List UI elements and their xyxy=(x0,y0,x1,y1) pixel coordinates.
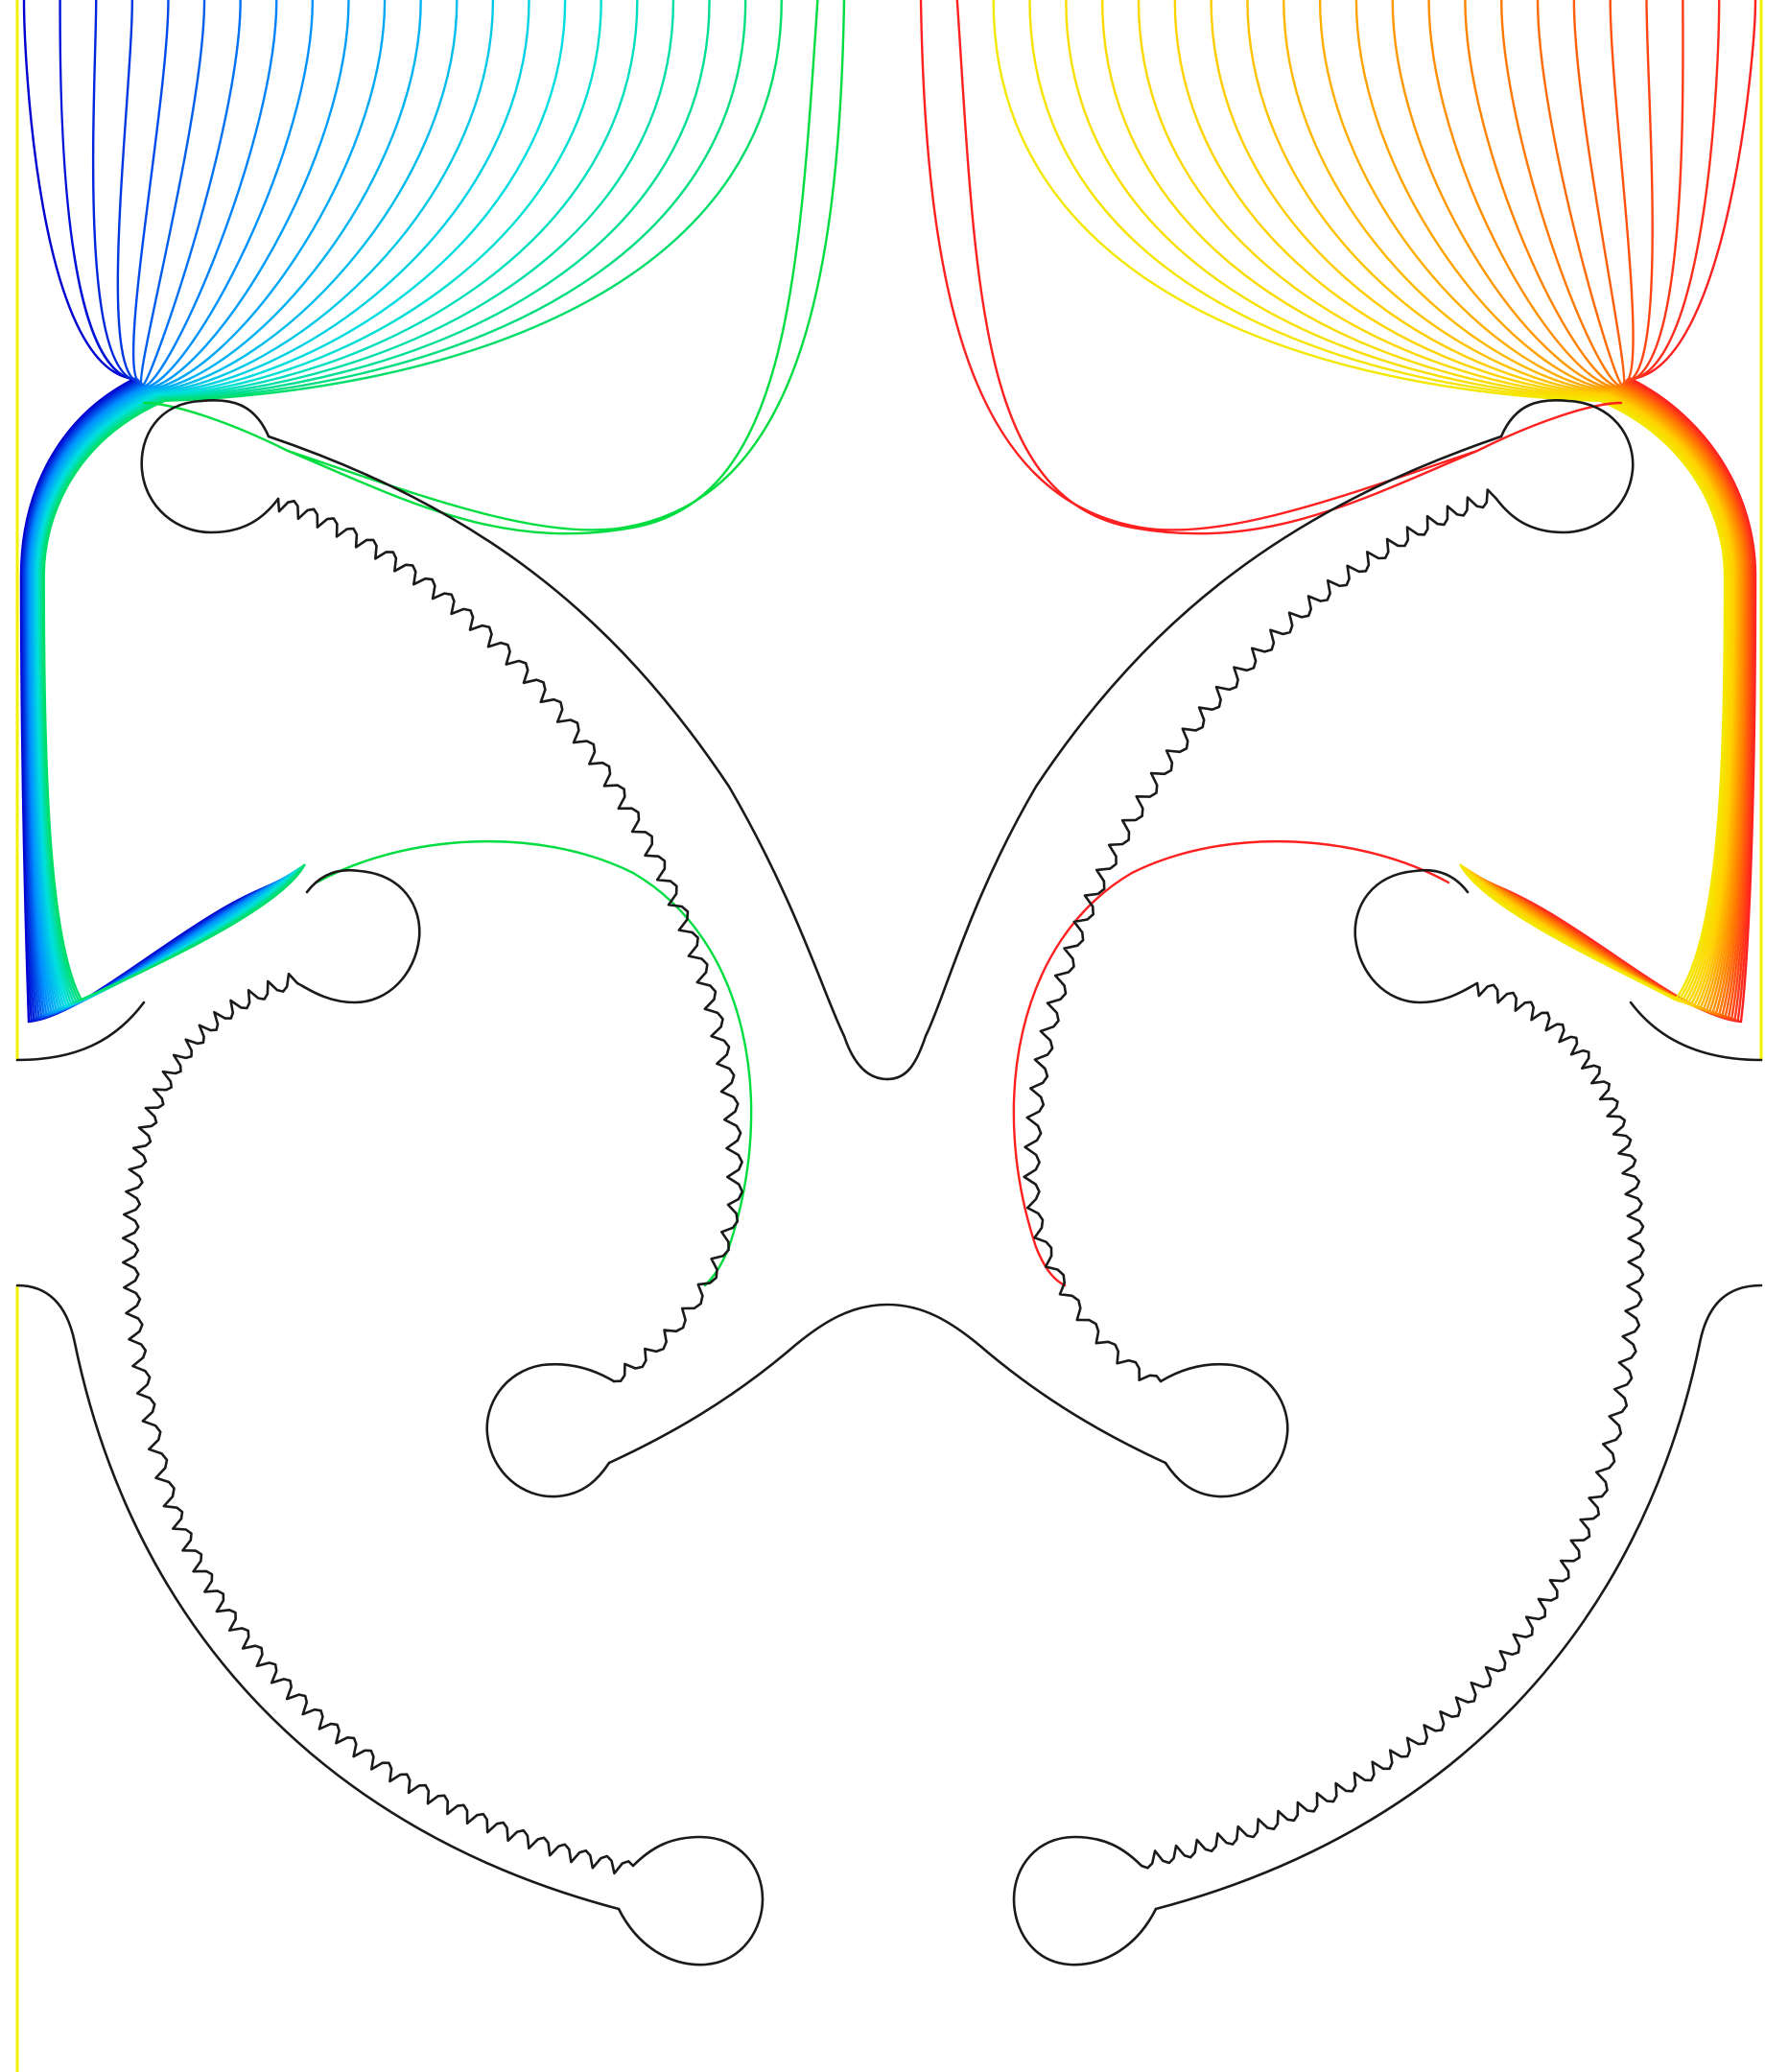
contour-line-right xyxy=(1137,0,1732,1006)
contour-line-left xyxy=(32,0,422,1012)
contour-line-right xyxy=(1100,0,1730,1004)
contour-line-left xyxy=(42,0,783,1001)
boundary-right-cap xyxy=(1629,1001,1763,1062)
contour-line-left xyxy=(38,0,639,1006)
contour-line-right xyxy=(1173,0,1733,1007)
contour-group-left xyxy=(19,0,846,1287)
contour-line-right xyxy=(919,0,1479,1287)
contour-line-right xyxy=(992,0,1727,1001)
contour-line-left xyxy=(286,0,846,1287)
central-wishbone-left-arm xyxy=(267,435,889,1081)
bottom-right-ball xyxy=(1012,1835,1158,1966)
contour-line-right xyxy=(1065,0,1730,1003)
contour-line-left xyxy=(22,0,282,1022)
contour-line-left xyxy=(35,0,567,1008)
contour-group-right xyxy=(919,0,1757,1287)
boundary-left-cap xyxy=(15,1001,146,1062)
contour-line-left xyxy=(29,0,350,1014)
top-right-ball xyxy=(1494,399,1635,534)
mid-left-ball xyxy=(295,868,421,1004)
lower-center-right-ball xyxy=(1159,1362,1289,1498)
contour-line-right xyxy=(1476,0,1747,1016)
outer-arc-left xyxy=(15,1283,621,1911)
central-wishbone-right-arm xyxy=(885,435,1503,1081)
outer-arc-right xyxy=(1154,1283,1763,1911)
contour-line-right xyxy=(1479,0,1750,1018)
serrated-arc-right-upper xyxy=(1023,488,1498,1383)
contour-line-right xyxy=(1464,0,1746,1015)
contour-line-left xyxy=(33,0,459,1011)
top-left-ball xyxy=(140,399,280,534)
contour-line-right xyxy=(955,0,1623,535)
mid-right-ball xyxy=(1353,868,1479,1004)
contour-line-right xyxy=(1391,0,1742,1013)
contour-line-left xyxy=(20,0,281,1023)
geometry-outlines xyxy=(15,399,1763,1966)
lower-center-left-ball xyxy=(485,1362,616,1498)
contour-line-left xyxy=(31,0,387,1013)
contour-line-left xyxy=(41,0,747,1002)
contour-line-left xyxy=(142,0,819,535)
contour-line-right xyxy=(1318,0,1739,1011)
serrated-arc-left-big xyxy=(122,972,635,1875)
lower-center-wishbone xyxy=(607,1303,1167,1465)
bottom-left-ball xyxy=(617,1835,765,1966)
serrated-arc-left-upper xyxy=(276,497,744,1383)
contour-line-left xyxy=(19,0,280,1024)
contour-line-left xyxy=(25,0,286,1018)
contour-line-right xyxy=(1477,0,1749,1017)
serrated-arc-right-big xyxy=(1140,981,1645,1870)
contour-line-left xyxy=(40,0,711,1003)
